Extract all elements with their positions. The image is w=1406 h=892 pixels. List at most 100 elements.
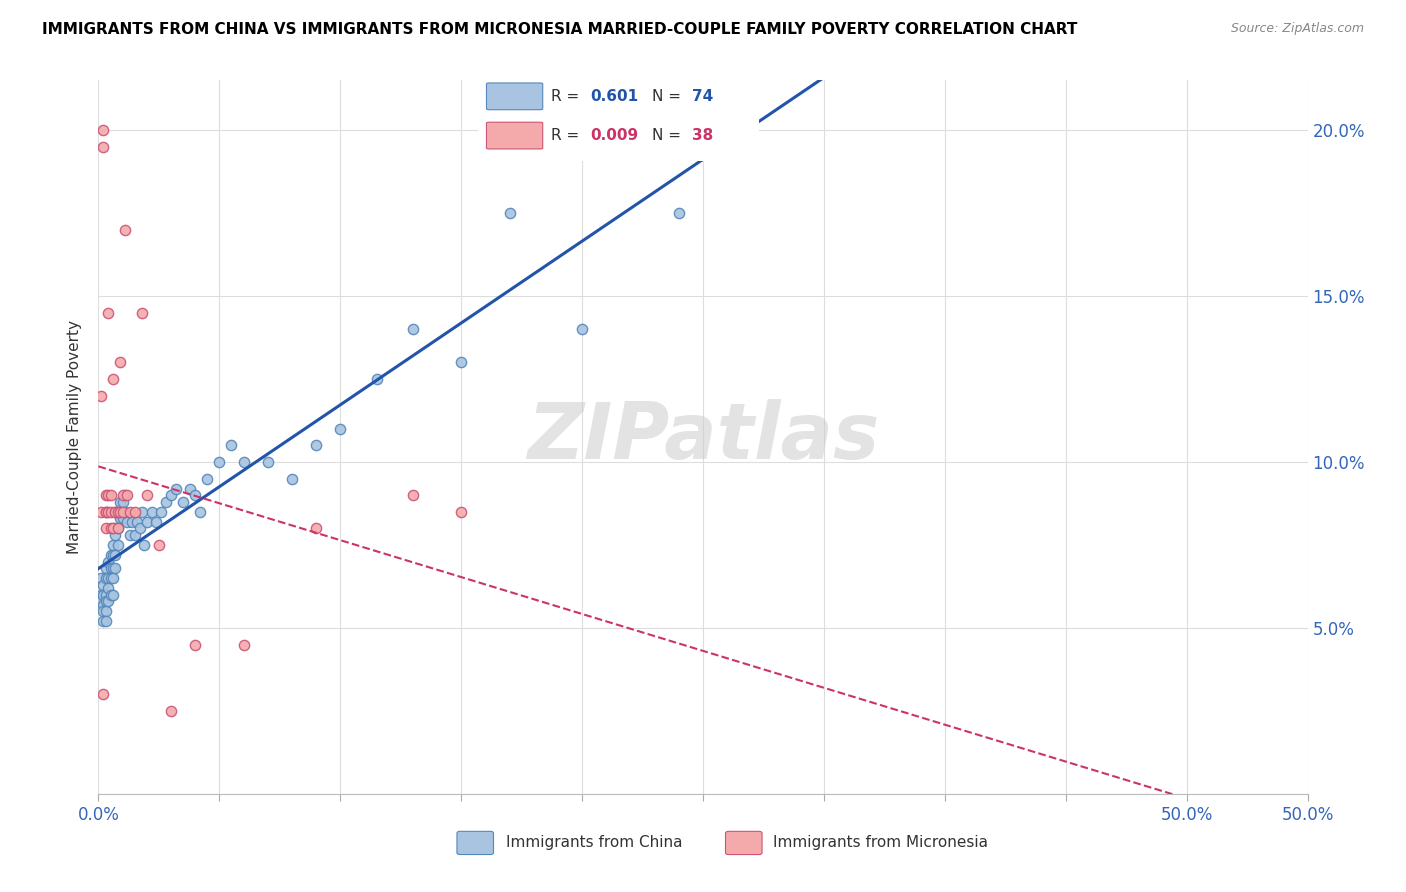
Point (121, 515, 143, 529)
Point (131, 505, 153, 519)
Point (281, 472, 304, 486)
Point (329, 422, 352, 436)
Point (305, 521, 328, 535)
Text: N =: N = (652, 128, 686, 143)
Text: Immigrants from Micronesia: Immigrants from Micronesia (773, 836, 988, 850)
Point (107, 538, 129, 552)
Point (366, 372, 388, 386)
Point (101, 561, 124, 575)
Point (118, 528, 141, 542)
Text: R =: R = (551, 128, 585, 143)
Point (94, 604, 117, 618)
Text: 74: 74 (692, 89, 713, 103)
Point (221, 438, 243, 452)
Point (571, 322, 593, 336)
Point (97, 581, 120, 595)
Point (100, 488, 122, 502)
Point (91, 598, 114, 612)
Point (94, 615, 117, 629)
Point (94, 571, 117, 585)
Point (91, 139, 114, 153)
Text: ZIPatlas: ZIPatlas (527, 399, 879, 475)
Point (118, 505, 141, 519)
Point (141, 505, 163, 519)
Point (107, 505, 129, 519)
Point (135, 488, 157, 502)
Text: R =: R = (551, 89, 585, 103)
Point (114, 222, 136, 236)
Point (101, 548, 124, 562)
Point (668, 206, 690, 220)
Point (498, 206, 520, 220)
Text: IMMIGRANTS FROM CHINA VS IMMIGRANTS FROM MICRONESIA MARRIED-COUPLE FAMILY POVERT: IMMIGRANTS FROM CHINA VS IMMIGRANTS FROM… (42, 22, 1077, 37)
Text: Immigrants from China: Immigrants from China (506, 836, 683, 850)
Point (107, 521, 129, 535)
FancyBboxPatch shape (457, 831, 494, 855)
Point (111, 505, 134, 519)
Point (402, 322, 425, 336)
FancyBboxPatch shape (725, 831, 762, 855)
Point (305, 438, 328, 452)
Point (195, 472, 218, 486)
Point (100, 588, 122, 602)
Point (94, 588, 117, 602)
Point (135, 515, 157, 529)
Point (90, 588, 112, 602)
Point (101, 521, 124, 535)
Point (108, 511, 131, 525)
Point (90, 505, 112, 519)
Point (90, 388, 112, 402)
Point (94, 505, 117, 519)
Point (117, 488, 139, 502)
Point (111, 495, 134, 509)
Point (148, 538, 170, 552)
Point (450, 355, 472, 369)
Point (188, 505, 211, 519)
Point (101, 571, 124, 585)
Point (127, 515, 149, 529)
Point (100, 521, 122, 535)
Point (91, 604, 114, 618)
Point (91, 578, 114, 592)
Point (117, 515, 139, 529)
FancyBboxPatch shape (472, 70, 765, 162)
Point (91, 588, 114, 602)
Point (114, 505, 136, 519)
Point (111, 511, 134, 525)
Point (232, 638, 254, 652)
Y-axis label: Married-Couple Family Poverty: Married-Couple Family Poverty (67, 320, 83, 554)
Point (97, 505, 120, 519)
Point (104, 561, 127, 575)
Point (108, 495, 131, 509)
Point (94, 594, 117, 608)
Point (104, 528, 127, 542)
FancyBboxPatch shape (486, 122, 543, 149)
Point (124, 505, 146, 519)
Point (131, 305, 153, 319)
Point (107, 521, 129, 535)
Point (114, 488, 136, 502)
Point (134, 538, 156, 552)
Point (104, 505, 127, 519)
FancyBboxPatch shape (486, 83, 543, 110)
Point (402, 488, 425, 502)
Point (101, 538, 124, 552)
Point (94, 521, 117, 535)
Point (256, 455, 278, 469)
Point (160, 488, 183, 502)
Point (100, 571, 122, 585)
Point (184, 488, 207, 502)
Point (124, 528, 146, 542)
Point (232, 455, 254, 469)
Point (91, 687, 114, 701)
Point (108, 355, 131, 369)
Point (97, 555, 120, 569)
Point (100, 505, 122, 519)
Text: 0.601: 0.601 (591, 89, 638, 103)
Point (97, 594, 120, 608)
Point (97, 488, 120, 502)
Point (94, 505, 117, 519)
Point (100, 561, 122, 575)
Point (160, 704, 183, 718)
Point (128, 521, 150, 535)
